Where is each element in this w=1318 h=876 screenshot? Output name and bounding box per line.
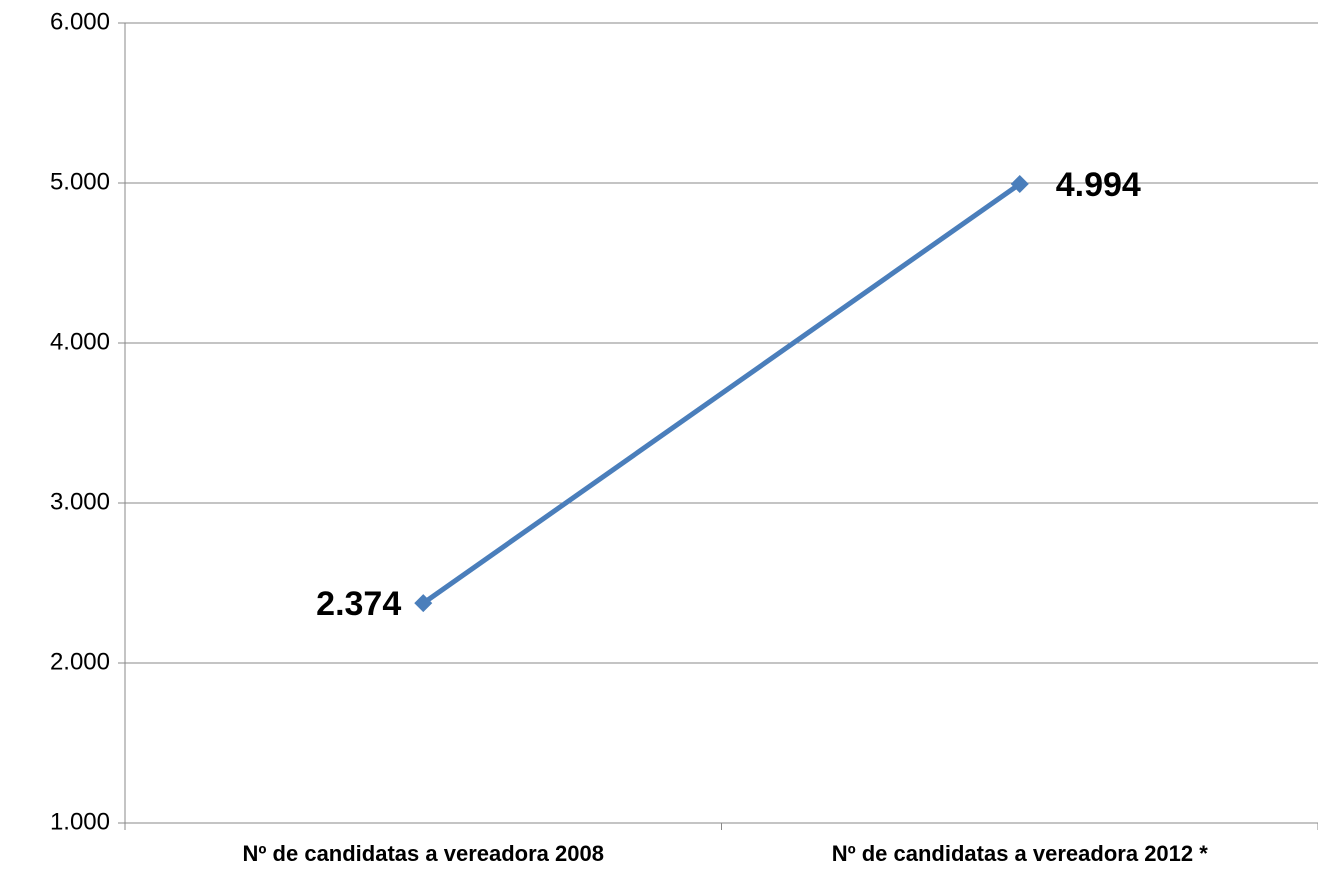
- data-label: 2.374: [316, 585, 401, 623]
- y-tick-label: 3.000: [50, 488, 110, 515]
- y-tick-label: 5.000: [50, 168, 110, 195]
- y-tick-label: 1.000: [50, 808, 110, 835]
- marker: [414, 594, 433, 613]
- y-tick-label: 2.000: [50, 648, 110, 675]
- x-tick-label: Nº de candidatas a vereadora 2012 *: [832, 841, 1209, 866]
- y-tick-label: 4.000: [50, 328, 110, 355]
- data-label: 4.994: [1056, 166, 1141, 204]
- x-tick-label: Nº de candidatas a vereadora 2008: [243, 841, 604, 866]
- marker: [1010, 174, 1029, 193]
- series-line: [421, 181, 1022, 606]
- y-tick-label: 6.000: [50, 8, 110, 35]
